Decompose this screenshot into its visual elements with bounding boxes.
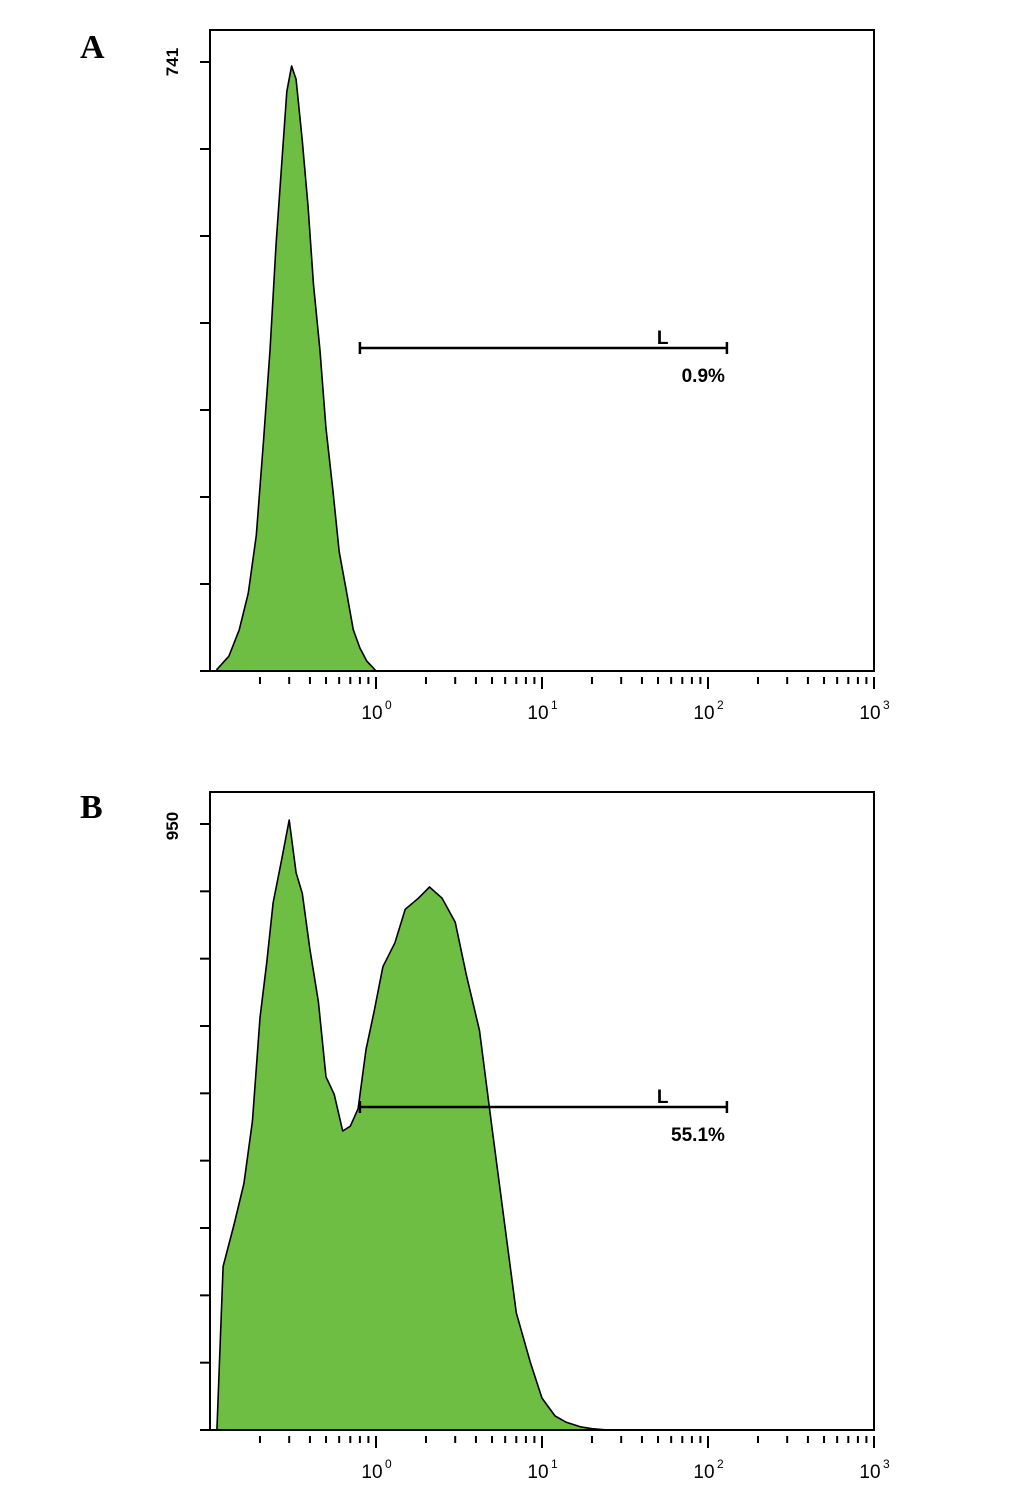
panel-label: B — [80, 789, 103, 826]
x-tick-label-base: 10 — [361, 703, 382, 724]
x-tick-label-exp: 2 — [717, 1457, 724, 1471]
plot-frame — [209, 791, 875, 1431]
x-tick-label-exp: 1 — [551, 1457, 558, 1471]
gate-name: L — [657, 1087, 669, 1108]
x-tick-label-exp: 0 — [385, 698, 392, 712]
x-tick-label-exp: 2 — [717, 698, 724, 712]
plot-frame — [209, 29, 875, 672]
y-max-label: 950 — [163, 812, 182, 840]
x-tick-label-base: 10 — [693, 703, 714, 724]
x-tick-label-base: 10 — [859, 1462, 880, 1483]
gate-name: L — [657, 328, 669, 349]
gate-percent: 0.9% — [682, 366, 725, 387]
panel-label: A — [80, 29, 105, 66]
x-tick-label-exp: 3 — [883, 1457, 890, 1471]
gate-percent: 55.1% — [671, 1125, 725, 1146]
x-tick-label-base: 10 — [693, 1462, 714, 1483]
x-tick-label-base: 10 — [361, 1462, 382, 1483]
x-tick-label-exp: 3 — [883, 698, 890, 712]
histogram-area — [216, 819, 609, 1431]
x-tick-label-base: 10 — [859, 703, 880, 724]
x-tick-label-exp: 0 — [385, 1457, 392, 1471]
x-tick-label-exp: 1 — [551, 698, 558, 712]
histogram-area — [216, 65, 377, 672]
y-max-label: 741 — [163, 48, 182, 76]
x-tick-label-base: 10 — [527, 1462, 548, 1483]
x-tick-label-base: 10 — [527, 703, 548, 724]
